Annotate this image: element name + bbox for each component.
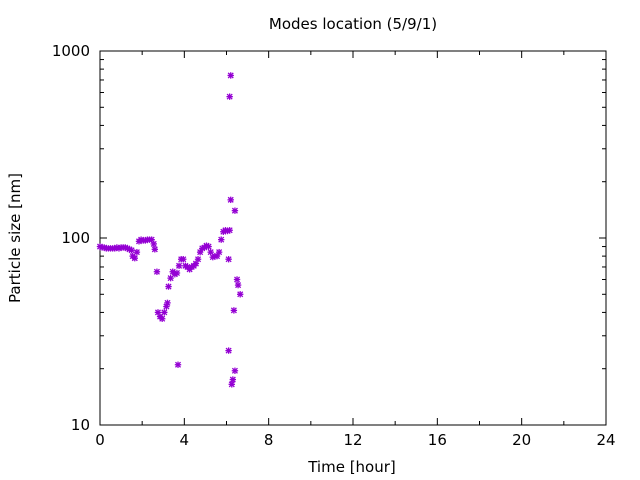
data-point (165, 283, 172, 290)
data-point (237, 291, 244, 298)
y-tick-label: 10 (71, 416, 90, 434)
data-point (194, 256, 202, 263)
data-point (218, 236, 225, 243)
data-point (133, 248, 141, 256)
x-tick-label: 12 (343, 431, 362, 449)
x-tick-label: 24 (596, 431, 615, 449)
data-point (234, 281, 242, 289)
data-point (227, 196, 234, 204)
data-point (128, 247, 135, 254)
y-tick-label: 1000 (52, 42, 90, 60)
y-tick-label: 100 (61, 229, 90, 247)
y-minor-ticks (100, 59, 606, 370)
x-tick-label: 16 (428, 431, 447, 449)
x-tick-label: 0 (95, 431, 105, 449)
chart-title: Modes location (5/9/1) (269, 15, 437, 33)
plot-frame (99, 50, 607, 426)
y-axis-label: Particle size [nm] (6, 173, 24, 303)
data-points (96, 72, 244, 388)
data-point (180, 256, 187, 263)
data-point (164, 299, 171, 307)
data-point (158, 315, 166, 322)
data-point (225, 256, 232, 263)
data-point (167, 274, 174, 282)
data-point (227, 72, 234, 79)
data-point (173, 269, 181, 277)
x-tick-label: 20 (512, 431, 531, 449)
data-point (233, 276, 241, 283)
data-point (231, 367, 239, 374)
data-point (175, 262, 183, 270)
data-point (131, 254, 138, 262)
data-point (226, 227, 233, 234)
data-point (228, 381, 235, 388)
data-point (151, 246, 159, 253)
data-point (215, 248, 223, 256)
data-point (226, 93, 233, 100)
data-point (174, 361, 182, 368)
data-point (161, 309, 168, 316)
data-point (205, 243, 212, 250)
x-tick-label: 8 (264, 431, 274, 449)
x-axis-label: Time [hour] (307, 458, 396, 476)
data-point (229, 376, 237, 383)
data-point (230, 307, 238, 314)
data-point (231, 207, 239, 214)
x-tick-label: 4 (180, 431, 190, 449)
axis-ticks: 0 4 8 12 16 20 24 10 100 1000 (52, 42, 616, 449)
data-point (153, 268, 161, 275)
data-point (207, 248, 214, 256)
data-point (225, 347, 232, 354)
data-point (150, 240, 157, 248)
